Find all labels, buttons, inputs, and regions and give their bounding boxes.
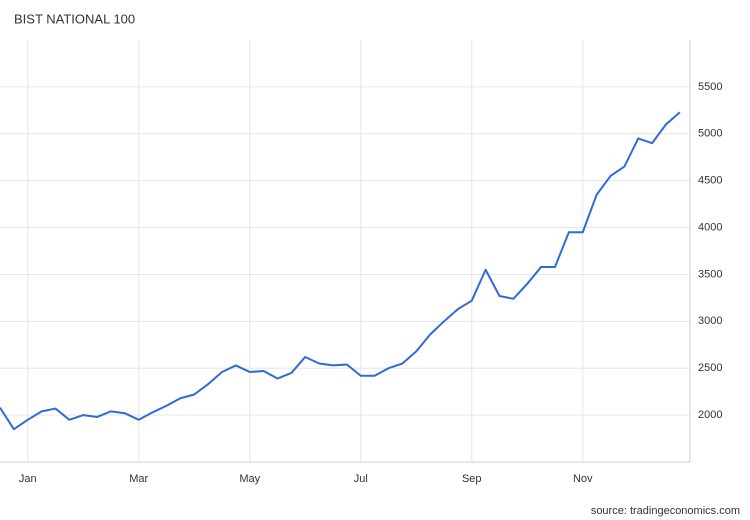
x-tick-label: Nov	[573, 473, 593, 485]
y-tick-label: 4500	[698, 175, 722, 187]
y-tick-label: 3000	[698, 315, 722, 327]
chart-title: BIST NATIONAL 100	[14, 11, 135, 26]
x-tick-label: Sep	[462, 473, 482, 485]
y-tick-label: 2000	[698, 409, 722, 421]
y-tick-label: 5000	[698, 128, 722, 140]
y-tick-label: 3500	[698, 268, 722, 280]
x-tick-label: Jan	[19, 473, 37, 485]
line-series	[0, 111, 681, 431]
y-tick-label: 5500	[698, 81, 722, 93]
x-tick-label: May	[239, 473, 260, 485]
y-tick-label: 4000	[698, 221, 722, 233]
x-tick-label: Mar	[129, 473, 148, 485]
x-tick-label: Jul	[354, 473, 368, 485]
y-tick-label: 2500	[698, 362, 722, 374]
source: source: tradingeconomics.com	[591, 505, 740, 517]
